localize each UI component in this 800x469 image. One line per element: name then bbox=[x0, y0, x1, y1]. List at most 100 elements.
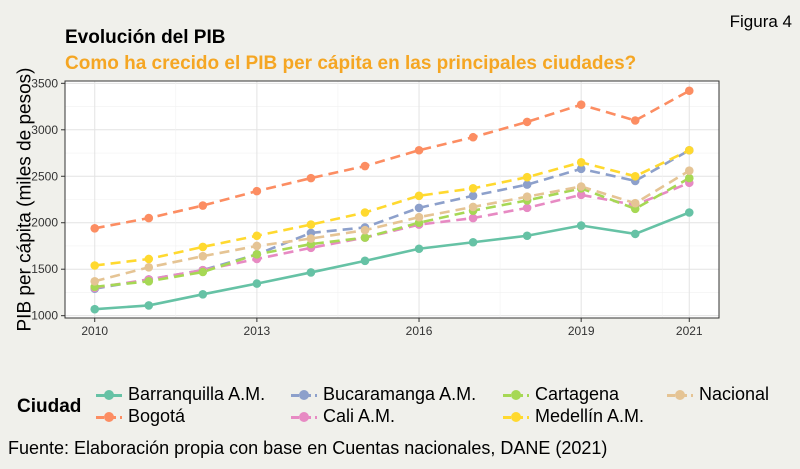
legend-label: Barranquilla A.M. bbox=[128, 384, 266, 404]
data-point-medellin-a-m bbox=[360, 208, 370, 217]
chart-subtitle: Como ha crecido el PIB per cápita en las… bbox=[65, 53, 637, 74]
data-point-medellin-a-m bbox=[144, 254, 154, 264]
data-point-barranquilla-a-m bbox=[630, 229, 640, 239]
legend-key bbox=[96, 388, 122, 402]
x-tick-label: 2021 bbox=[676, 324, 703, 338]
data-point-barranquilla-a-m bbox=[576, 221, 586, 230]
data-point-bogota bbox=[576, 100, 586, 109]
data-point-medellin-a-m bbox=[198, 242, 208, 252]
data-point-medellin-a-m bbox=[90, 261, 100, 270]
data-point-medellin-a-m bbox=[630, 171, 640, 181]
data-point-cali-a-m bbox=[576, 190, 586, 200]
data-point-nacional bbox=[90, 276, 100, 286]
data-point-bogota bbox=[90, 224, 100, 233]
data-point-barranquilla-a-m bbox=[360, 256, 370, 266]
series-line-medellin-a-m bbox=[94, 149, 690, 267]
legend-item-cali-a-m: Cali A.M. bbox=[291, 406, 395, 427]
x-tick-label: 2010 bbox=[81, 324, 108, 338]
x-axis: 2010 2013 2016 2019 2021 bbox=[81, 318, 703, 338]
y-tick-label: 2500 bbox=[31, 169, 58, 183]
data-point-nacional bbox=[198, 251, 208, 261]
chart-title: Evolución del PIB bbox=[65, 27, 226, 48]
data-point-barranquilla-a-m bbox=[90, 304, 100, 314]
data-point-bogota bbox=[684, 86, 694, 96]
data-point-medellin-a-m bbox=[306, 220, 316, 229]
data-point-barranquilla-a-m bbox=[684, 208, 694, 217]
data-point-nacional bbox=[468, 202, 478, 212]
data-point-bogota bbox=[360, 161, 370, 171]
data-point-bogota bbox=[522, 117, 532, 127]
data-point-nacional bbox=[306, 234, 316, 243]
legend-label: Medellín A.M. bbox=[535, 406, 645, 426]
legend-label: Nacional bbox=[699, 384, 770, 404]
data-point-bogota bbox=[252, 186, 262, 196]
series-line-bogota bbox=[94, 89, 690, 230]
data-point-nacional bbox=[684, 166, 694, 175]
data-point-bucaramanga-a-m bbox=[414, 203, 424, 213]
legend-item-medellin-a-m: Medellín A.M. bbox=[503, 406, 644, 427]
legend-label: Cali A.M. bbox=[323, 406, 396, 426]
series-line-cartagena bbox=[94, 176, 690, 289]
legend-item-nacional: Nacional bbox=[667, 384, 769, 405]
x-tick-label: 2013 bbox=[244, 324, 271, 338]
legend-key bbox=[667, 388, 693, 402]
data-point-nacional bbox=[252, 241, 262, 251]
data-point-bogota bbox=[198, 201, 208, 210]
data-point-medellin-a-m bbox=[684, 145, 694, 155]
data-point-cartagena bbox=[198, 267, 208, 277]
data-point-bogota bbox=[414, 145, 424, 155]
data-point-bogota bbox=[144, 213, 154, 223]
legend-label: Cartagena bbox=[535, 384, 620, 404]
data-point-bucaramanga-a-m bbox=[468, 191, 478, 201]
data-point-barranquilla-a-m bbox=[306, 268, 316, 277]
data-point-nacional bbox=[414, 212, 424, 222]
data-point-nacional bbox=[360, 225, 370, 235]
data-point-barranquilla-a-m bbox=[414, 244, 424, 254]
data-point-cartagena bbox=[144, 276, 154, 286]
data-point-medellin-a-m bbox=[252, 231, 262, 241]
data-point-nacional bbox=[630, 198, 640, 208]
legend-title: Ciudad bbox=[17, 396, 82, 417]
data-point-medellin-a-m bbox=[468, 184, 478, 193]
data-point-medellin-a-m bbox=[414, 191, 424, 201]
figure-label: Figura 4 bbox=[729, 12, 792, 31]
data-point-bogota bbox=[468, 132, 478, 142]
x-tick-label: 2016 bbox=[406, 324, 433, 338]
legend-item-bucaramanga-a-m: Bucaramanga A.M. bbox=[291, 384, 476, 405]
plot-panel-border bbox=[64, 80, 720, 319]
series-line-nacional bbox=[94, 169, 690, 283]
data-point-cali-a-m bbox=[468, 213, 478, 223]
data-point-bucaramanga-a-m bbox=[576, 164, 586, 174]
series-layer bbox=[90, 86, 694, 314]
source-note: Fuente: Elaboración propia con base en C… bbox=[8, 438, 608, 458]
legend-label: Bucaramanga A.M. bbox=[323, 384, 477, 404]
data-point-medellin-a-m bbox=[522, 172, 532, 182]
data-point-medellin-a-m bbox=[576, 158, 586, 167]
data-point-barranquilla-a-m bbox=[144, 301, 154, 310]
data-point-bucaramanga-a-m bbox=[522, 180, 532, 189]
data-point-cali-a-m bbox=[522, 203, 532, 213]
y-axis-label: PIB per cápita (miles de pesos) bbox=[15, 67, 36, 331]
legend-item-cartagena: Cartagena bbox=[503, 384, 619, 405]
y-tick-label: 3500 bbox=[31, 76, 58, 90]
legend-item-bogota: Bogotá bbox=[96, 406, 185, 427]
data-point-bogota bbox=[306, 173, 316, 183]
data-point-cartagena bbox=[360, 233, 370, 242]
x-tick-label: 2019 bbox=[568, 324, 595, 338]
data-point-bogota bbox=[630, 116, 640, 125]
data-point-barranquilla-a-m bbox=[198, 290, 208, 299]
legend-key bbox=[503, 388, 529, 402]
series-line-cali-a-m bbox=[94, 181, 690, 290]
legend-item-barranquilla-a-m: Barranquilla A.M. bbox=[96, 384, 265, 405]
data-point-nacional bbox=[522, 192, 532, 202]
data-point-nacional bbox=[576, 182, 586, 191]
y-axis: 1000 1500 2000 2500 3000 3500 bbox=[31, 76, 65, 323]
data-point-cartagena bbox=[252, 250, 262, 259]
series-line-barranquilla-a-m bbox=[94, 211, 690, 311]
legend-key bbox=[291, 388, 317, 402]
legend-key bbox=[96, 410, 122, 424]
data-point-cartagena bbox=[684, 173, 694, 183]
y-tick-label: 1500 bbox=[31, 262, 58, 276]
y-tick-label: 3000 bbox=[31, 123, 58, 137]
